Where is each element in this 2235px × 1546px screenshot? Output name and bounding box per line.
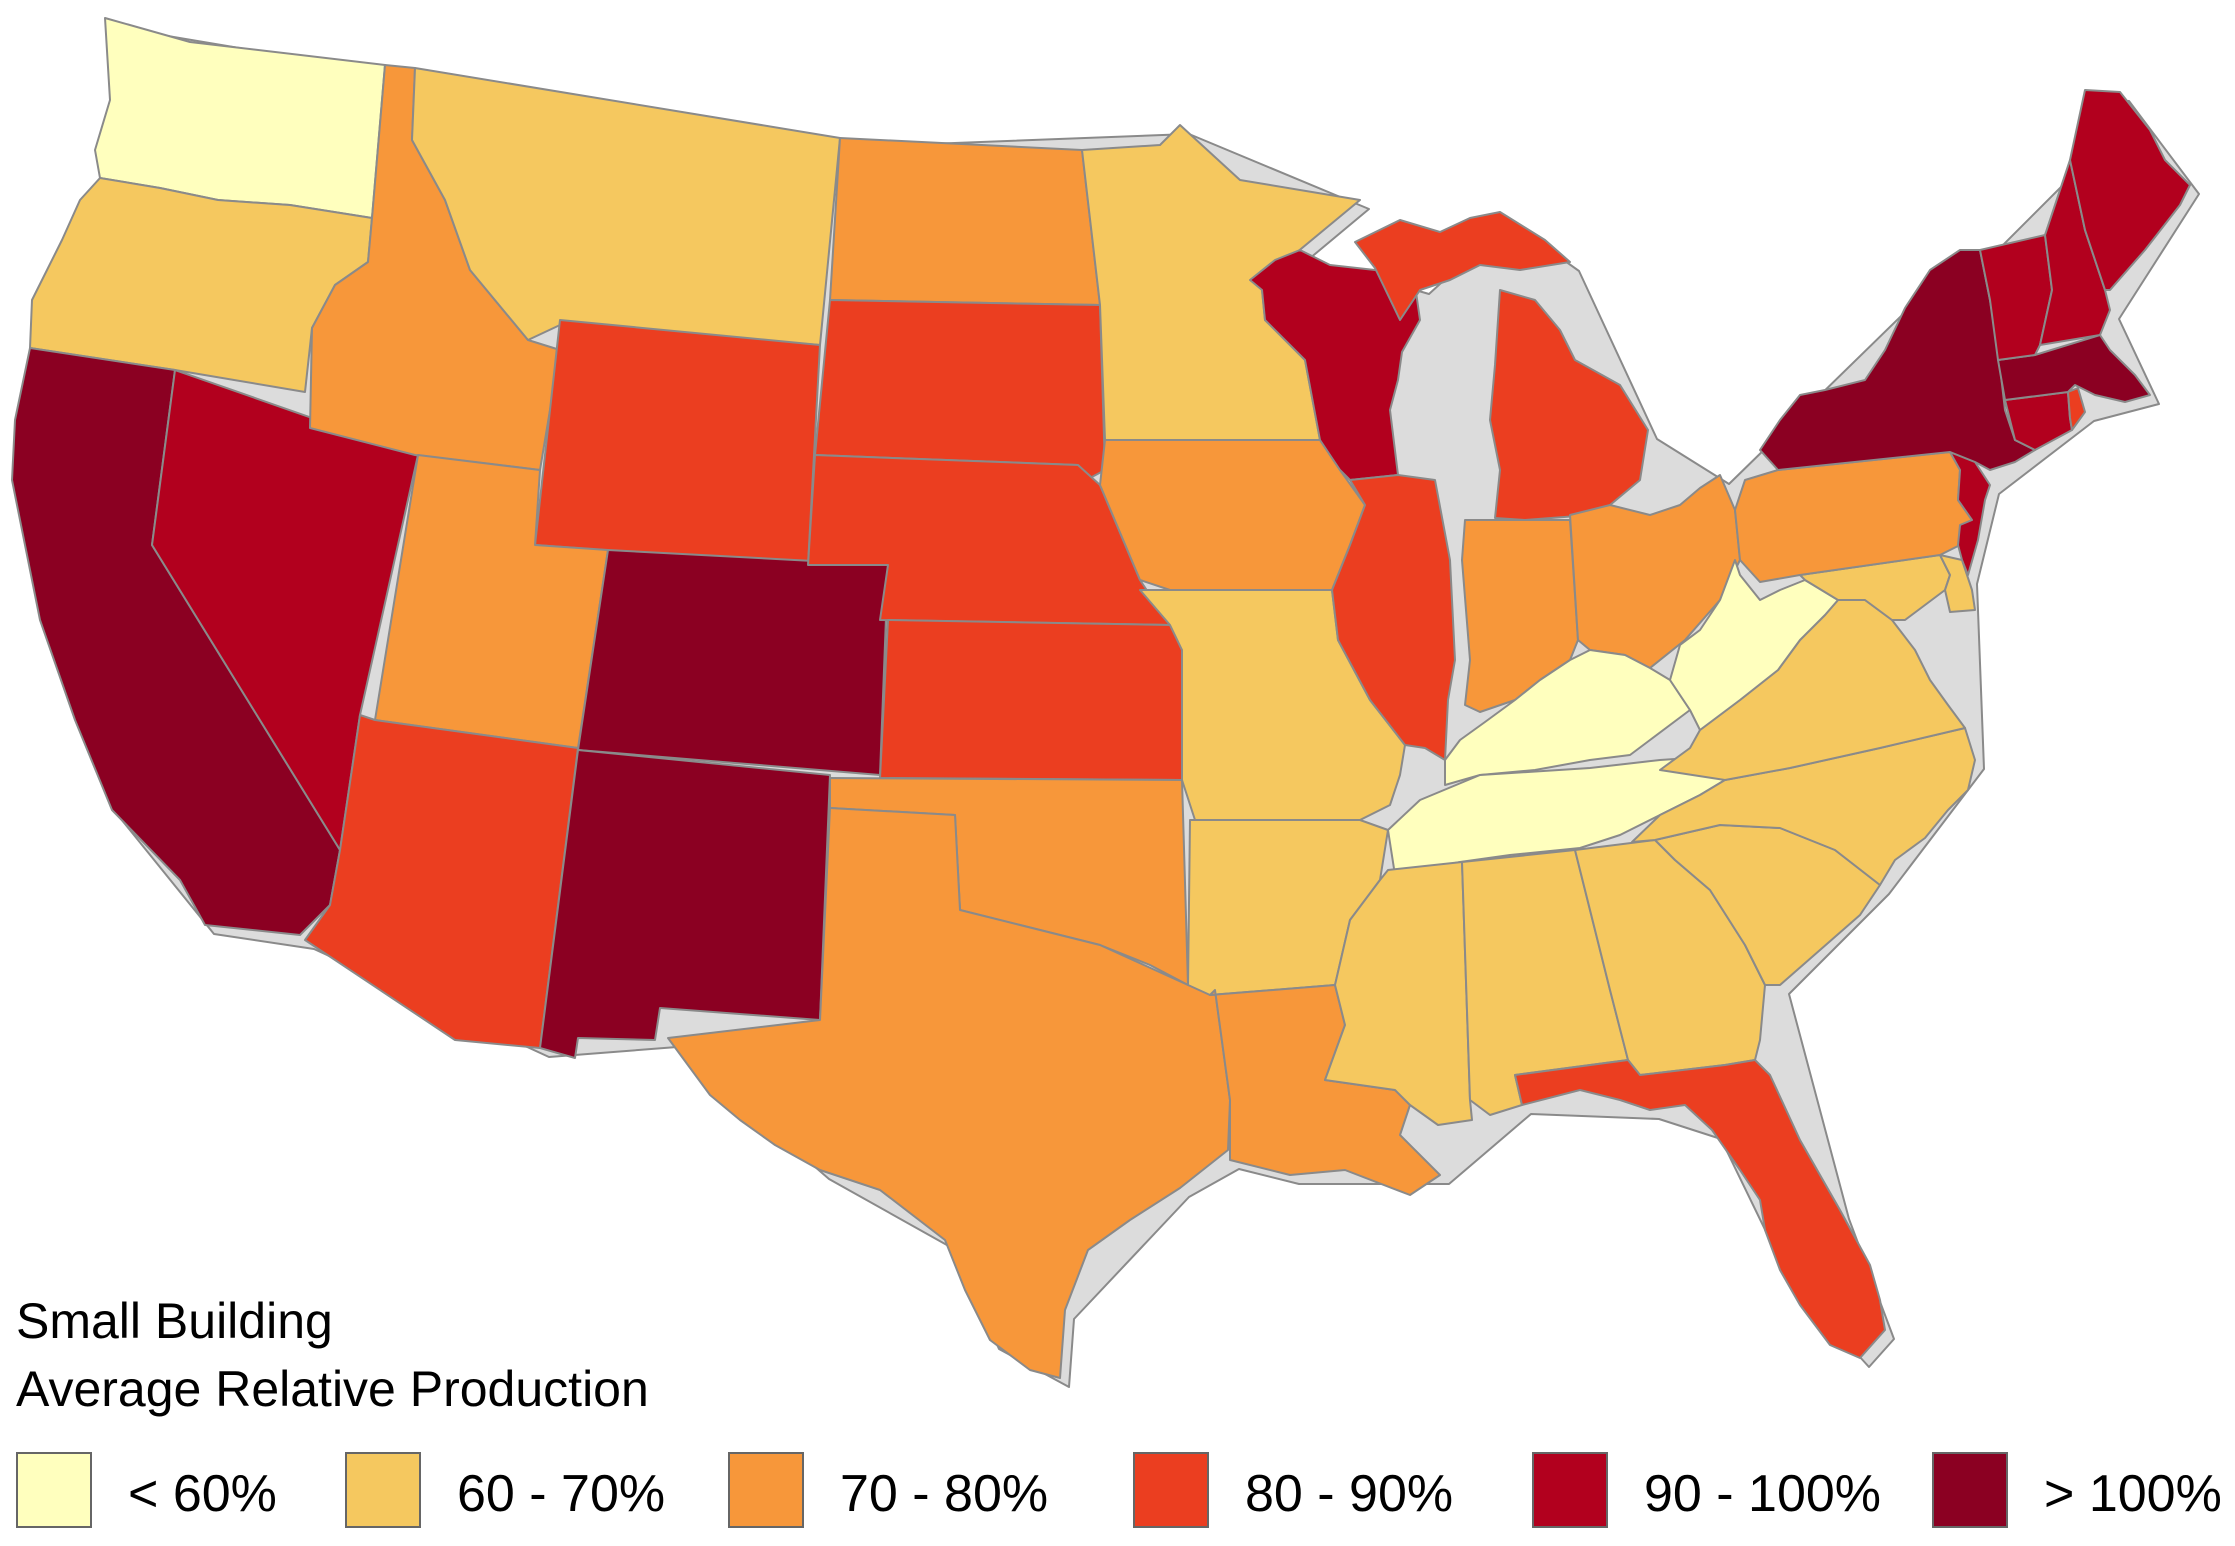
state-regions: WashingtonOregonCaliforniaNevadaIdahoMon… xyxy=(11,17,2191,1379)
state-wisconsin: Wisconsin xyxy=(1249,249,1421,481)
state-west-virginia: West Virginia xyxy=(1669,559,1839,731)
state-rhode-island: Rhode Island xyxy=(2067,387,2086,431)
state-maine: Maine xyxy=(2069,89,2191,291)
state-kansas: Kansas xyxy=(879,619,1183,781)
legend-label: 90 - 100% xyxy=(1644,1465,1882,1523)
state-south-dakota: South Dakota xyxy=(814,299,1106,479)
legend-swatch xyxy=(1932,1452,2008,1528)
state-colorado: Colorado xyxy=(577,549,889,776)
legend-swatch xyxy=(1133,1452,1209,1528)
state-new-mexico: New Mexico xyxy=(539,749,831,1059)
state-wyoming: Wyoming xyxy=(534,319,821,566)
state-iowa: Iowa xyxy=(1099,439,1366,591)
legend-swatch xyxy=(345,1452,421,1528)
state-texas: Texas xyxy=(667,807,1231,1379)
state-massachusetts: Massachusetts xyxy=(1997,334,2151,403)
legend-swatch xyxy=(16,1452,92,1528)
state-florida: Florida xyxy=(1514,1059,1886,1359)
state-montana: Montana xyxy=(411,67,841,346)
state-north-dakota: North Dakota xyxy=(829,137,1101,306)
state-kentucky: Kentucky xyxy=(1444,649,1691,786)
legend-swatch xyxy=(1532,1452,1608,1528)
legend: < 60% 60 - 70% 70 - 80% 80 - 90% 90 - 100% > … xyxy=(0,1448,2235,1540)
map-title-line-2: Average Relative Production xyxy=(16,1361,649,1417)
legend-label: 60 - 70% xyxy=(457,1465,666,1523)
legend-swatch xyxy=(728,1452,804,1528)
map-title-line-1: Small Building xyxy=(16,1293,333,1349)
state-new-jersey: New Jersey xyxy=(1949,451,1991,576)
state-north-carolina: North Carolina xyxy=(1631,727,1976,886)
legend-label: < 60% xyxy=(128,1465,277,1523)
legend-label: > 100% xyxy=(2044,1465,2222,1523)
legend-label: 80 - 90% xyxy=(1245,1465,1454,1523)
state-illinois: Illinois xyxy=(1331,474,1456,761)
legend-label: 70 - 80% xyxy=(840,1465,1049,1523)
